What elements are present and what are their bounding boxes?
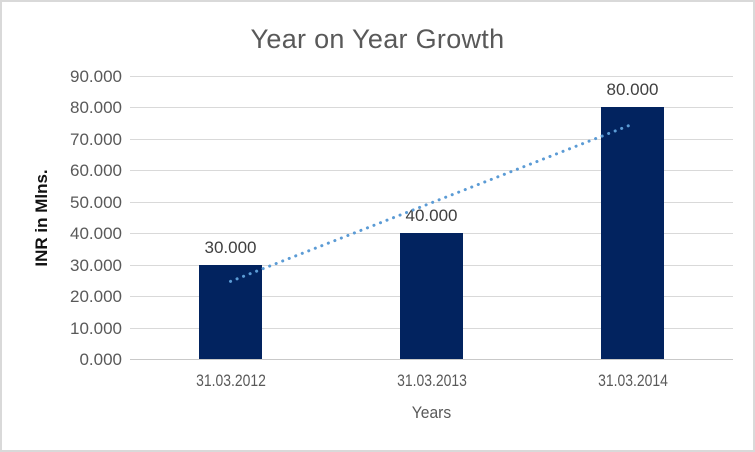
gridline [130,170,733,172]
x-tick-label: 31.03.2013 [396,371,467,390]
bar [400,233,463,359]
bar-value-label: 40.000 [405,206,458,226]
trendline-segment [229,122,634,283]
x-tick-label: 31.03.2012 [195,371,266,390]
x-tick-label: 31.03.2014 [597,371,668,390]
y-tick-label: 30.000 [70,255,122,275]
y-tick-label: 50.000 [70,192,122,212]
bar [601,107,664,359]
bar-value-label: 80.000 [606,80,659,100]
gridline [130,76,733,77]
y-tick-label: 40.000 [70,224,122,244]
x-axis-line [130,359,733,360]
gridline [130,138,733,140]
y-axis-title: INR in Mlns. [32,169,51,267]
y-tick-label: 80.000 [70,98,122,118]
y-tick-label: 0.000 [79,350,122,369]
bar-value-label: 30.000 [204,237,257,257]
chart-title: Year on Year Growth [250,24,505,54]
x-axis-title: Years [411,403,452,422]
plot-area: 30.000 40.000 80.000 [130,76,733,360]
y-tick-label: 60.000 [70,161,122,181]
y-tick-label: 10.000 [70,318,122,338]
y-tick-label: 90.000 [70,67,122,86]
gridline [130,107,733,109]
y-tick-label: 70.000 [70,129,122,149]
y-tick-label: 20.000 [70,287,122,307]
trendline [229,122,634,283]
